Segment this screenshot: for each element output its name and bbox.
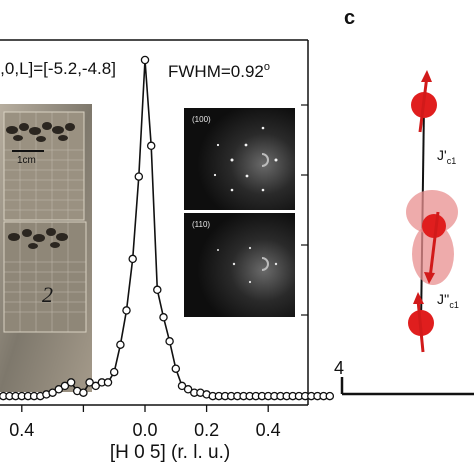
laue-inset-110: (110)	[184, 213, 295, 317]
scale-bar-label: 1cm	[17, 155, 36, 166]
data-point	[140, 55, 150, 65]
data-point	[134, 172, 144, 181]
data-point	[109, 367, 119, 377]
laue-110-label: (110)	[192, 220, 210, 229]
panel-label-c: c	[344, 7, 355, 29]
coupling-j-prime-sub: c1	[447, 156, 457, 166]
data-point	[122, 306, 131, 315]
spin-site-1	[411, 70, 437, 133]
integration-range-label: [0,0,L]=[-5.2,-4.8]	[0, 59, 116, 78]
coupling-j-dprime-sub: c1	[449, 300, 459, 310]
data-point	[103, 378, 113, 387]
chart-panel: 0.4 0.0 0.2 0.4 [H 0 5] (r. l. u.)	[0, 39, 335, 463]
fwhm-unit: o	[264, 61, 270, 73]
sample-plate-2	[3, 221, 87, 333]
data-point	[48, 388, 57, 397]
x-tick-label: 0.4	[256, 420, 281, 440]
data-point	[146, 141, 156, 151]
fwhm-label: FWHM=0.92o	[168, 61, 270, 81]
crystals-1	[6, 122, 75, 142]
coupling-j-prime: J'c1	[437, 147, 456, 166]
coupling-j-prime-main: J'	[437, 147, 447, 163]
laue-inset-100: (100)	[184, 108, 295, 210]
y-ticks-right	[301, 104, 308, 316]
sample-number: 2	[42, 282, 53, 307]
series-line-group	[0, 55, 335, 401]
spin-chain-panel: c J'c1 J''c1 4	[334, 7, 474, 396]
x-tick-label: 0.2	[194, 420, 219, 440]
data-point	[128, 254, 137, 264]
x-axis-ticks: 0.4 0.0 0.2 0.4	[9, 405, 281, 440]
data-point	[91, 381, 100, 391]
data-point	[60, 381, 70, 391]
panel-c-axis-number: 4	[334, 358, 344, 378]
sample-photo-inset: 1cm 2	[0, 104, 92, 392]
data-point	[325, 391, 335, 401]
data-point	[159, 313, 168, 322]
fwhm-value: FWHM=0.92	[168, 62, 264, 81]
x-tick-label: 0.0	[132, 420, 157, 440]
data-point	[66, 378, 76, 387]
data-point	[183, 385, 193, 394]
data-point	[79, 388, 88, 397]
data-point	[85, 378, 94, 387]
data-point	[165, 337, 174, 346]
spin-site-2	[422, 211, 446, 284]
x-axis-label: [H 0 5] (r. l. u.)	[110, 442, 230, 463]
x-tick-label: 0.4	[9, 420, 34, 440]
data-point	[153, 285, 162, 295]
spin-site-3	[408, 292, 434, 353]
data-point	[116, 340, 125, 349]
coupling-j-dprime: J''c1	[437, 291, 459, 310]
crystals-2	[8, 228, 68, 249]
coupling-j-dprime-main: J''	[437, 291, 449, 307]
data-point	[171, 364, 181, 373]
laue-100-label: (100)	[192, 115, 211, 124]
